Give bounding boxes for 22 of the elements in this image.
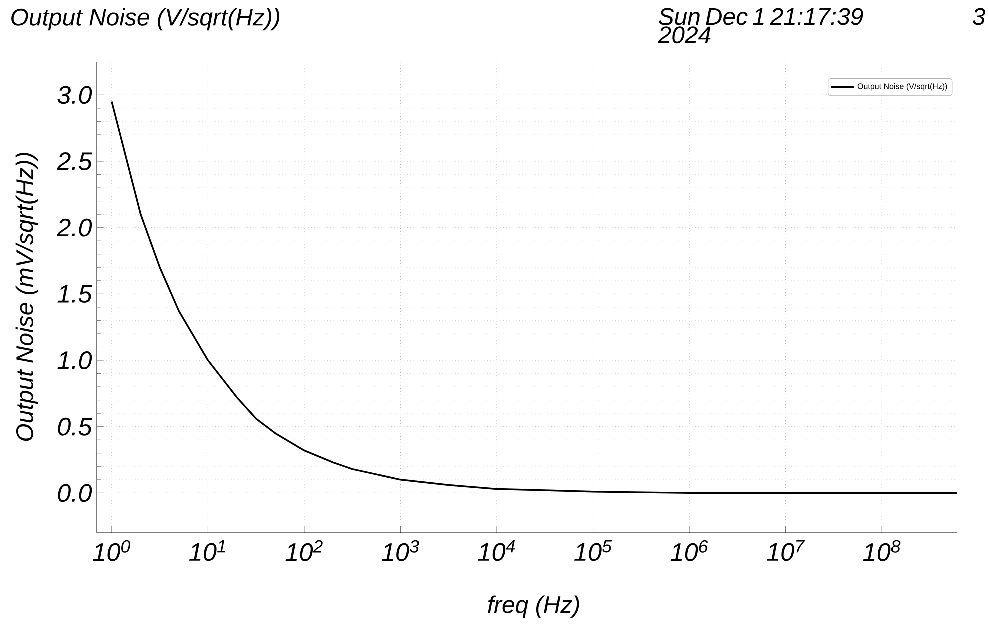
x-tick-label: 10$^{0}$ — [93, 540, 130, 562]
x-axis-title: freq (Hz) — [488, 596, 580, 618]
y-axis-title: Output Noise (mV/sqrt(Hz)) — [16, 153, 38, 442]
legend-label: Output Noise (V/sqrt(Hz)) — [858, 83, 948, 91]
x-tick-label: 10$^{1}$ — [189, 540, 226, 562]
y-tick-label: 3.0 — [58, 86, 92, 104]
x-tick-label: 10$^{2}$ — [286, 540, 323, 562]
x-tick-label: 10$^{5}$ — [574, 540, 612, 562]
chart-title: Output Noise (V/sqrt(Hz)) — [12, 8, 280, 31]
text: 3 — [972, 8, 986, 26]
chart-subtitle: Sun Dec 1 21:17:39 2024 — [658, 8, 864, 44]
x-tick-label: 10$^{8}$ — [863, 540, 901, 562]
x-tick-label: 10$^{7}$ — [767, 540, 806, 562]
y-tick-label: 1.5 — [58, 285, 92, 304]
x-tick-label: 10$^{3}$ — [382, 540, 420, 562]
x-tick-label: 10$^{4}$ — [478, 540, 516, 562]
y-tick-label: 1.0 — [58, 352, 92, 370]
y-tick-label: 2.5 — [56, 152, 92, 170]
y-tick-label: 0.0 — [58, 484, 92, 502]
x-tick-label: 10$^{6}$ — [670, 540, 708, 562]
y-tick-label: 0.5 — [58, 418, 92, 436]
y-tick-label: 2.0 — [56, 218, 92, 237]
